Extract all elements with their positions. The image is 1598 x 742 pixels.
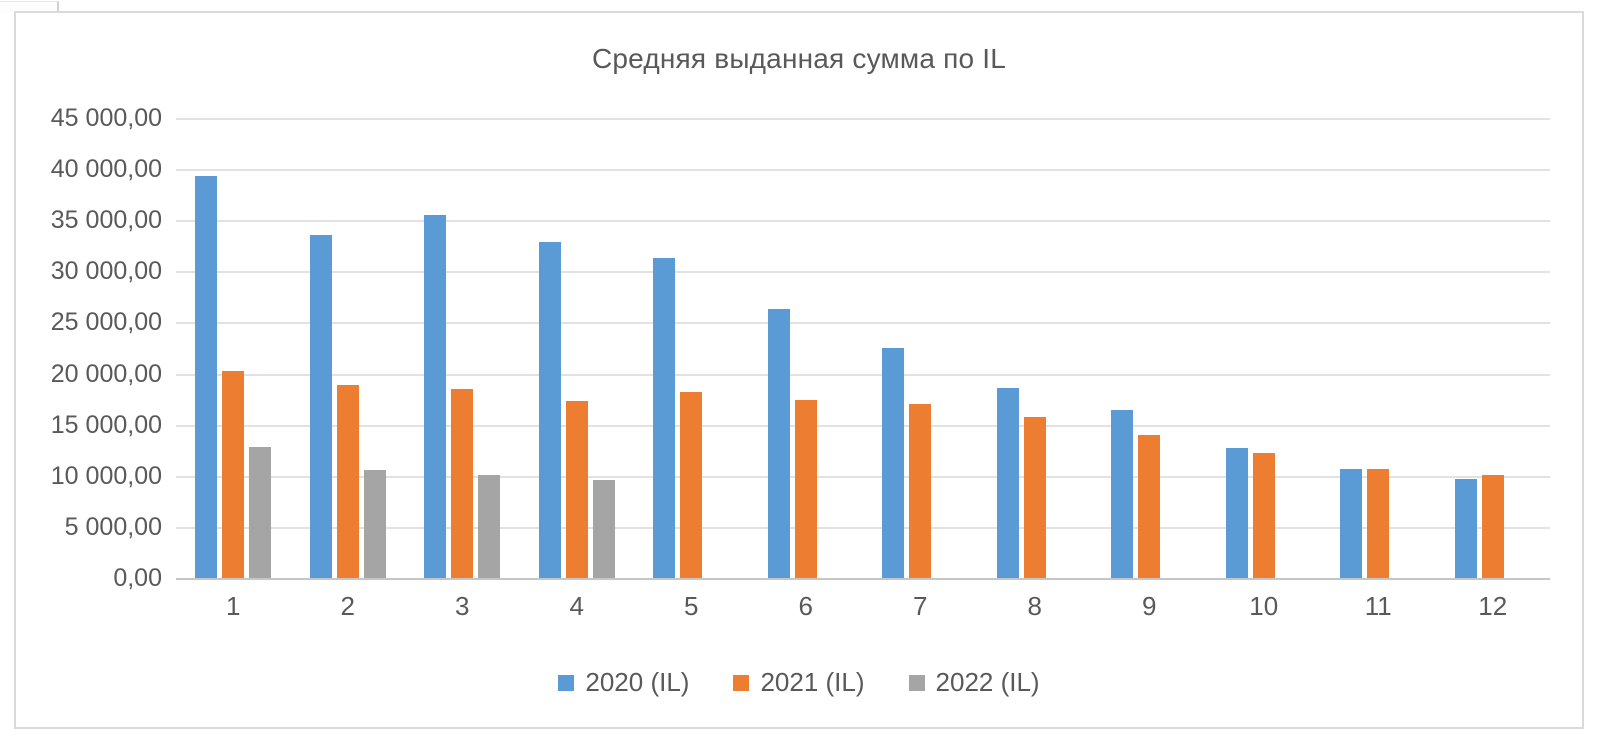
y-axis-tick-label: 35 000,00: [50, 206, 162, 235]
x-axis-tick-label-9: 9: [1142, 591, 1157, 621]
bar-group-month-4: [520, 118, 635, 578]
bar-2022IL-month-3: [478, 474, 501, 578]
bar-2021IL-month-9: [1138, 434, 1161, 578]
x-axis-tick-label-5: 5: [684, 591, 699, 621]
bar-group-month-11: [1321, 118, 1436, 578]
bar-2020IL-month-6: [767, 309, 790, 578]
bar-2021IL-month-3: [451, 388, 474, 578]
legend-swatch-icon: [558, 674, 575, 691]
bar-group-month-12: [1436, 118, 1551, 578]
x-axis-tick-label-7: 7: [913, 591, 928, 621]
bar-group-month-7: [863, 118, 978, 578]
bar-2021IL-month-7: [909, 404, 932, 578]
bar-2020IL-month-1: [195, 176, 218, 578]
y-axis-tick-label: 25 000,00: [50, 308, 162, 337]
legend-swatch-icon: [908, 674, 925, 691]
bar-2021IL-month-8: [1023, 416, 1046, 578]
y-axis-tick-label: 10 000,00: [50, 461, 162, 490]
bar-2021IL-month-1: [222, 370, 245, 578]
y-axis-tick-label: 15 000,00: [50, 410, 162, 439]
legend-item-2022IL: 2022 (IL): [908, 667, 1040, 698]
y-axis-tick-label: 45 000,00: [50, 104, 162, 132]
bar-2020IL-month-8: [996, 387, 1019, 578]
bar-2021IL-month-2: [336, 384, 359, 578]
gridline-45000: [176, 118, 1550, 120]
chart-title: Средняя выданная сумма по IL: [591, 43, 1006, 74]
x-axis-labels: 1 2 3 4 5 6 7 8 9 10 11 12: [176, 591, 1550, 622]
x-axis-line: [176, 578, 1550, 580]
y-axis-tick-label: 40 000,00: [50, 155, 162, 184]
bar-2020IL-month-12: [1454, 478, 1477, 578]
bar-group-month-2: [291, 118, 406, 578]
gridline-5000: [176, 526, 1550, 529]
bar-2021IL-month-4: [565, 401, 588, 578]
bar-2022IL-month-1: [249, 447, 272, 578]
bar-2021IL-month-10: [1252, 453, 1275, 578]
bar-group-month-5: [634, 118, 749, 578]
bar-group-month-6: [749, 118, 864, 578]
y-axis-tick-label: 30 000,00: [50, 257, 162, 286]
bar-2020IL-month-11: [1340, 469, 1363, 578]
y-axis-tick-label: 0,00: [113, 564, 162, 592]
legend-item-2021IL: 2021 (IL): [733, 667, 865, 698]
bar-group-month-10: [1207, 118, 1322, 578]
x-axis-tick-label-10: 10: [1249, 591, 1279, 621]
bar-2022IL-month-4: [592, 479, 615, 578]
legend-label: 2020 (IL): [585, 667, 690, 697]
bar-2020IL-month-5: [653, 258, 676, 578]
bar-2021IL-month-6: [794, 400, 817, 578]
spreadsheet-corner-artifact: [0, 1, 59, 14]
gridline-40000: [176, 169, 1550, 172]
x-axis-tick-label-6: 6: [798, 591, 813, 621]
plot-area: [176, 118, 1551, 580]
gridline-25000: [176, 322, 1550, 325]
gridline-20000: [176, 373, 1550, 376]
x-axis-tick-label-11: 11: [1364, 591, 1392, 621]
gridline-35000: [176, 220, 1550, 223]
x-axis-tick-label-12: 12: [1478, 591, 1508, 621]
legend-item-2020IL: 2020 (IL): [558, 667, 689, 698]
bar-group-month-8: [978, 118, 1093, 578]
bar-2020IL-month-9: [1111, 410, 1134, 578]
gridline-15000: [176, 424, 1550, 427]
gridline-10000: [176, 475, 1550, 478]
chart-frame: Средняя выданная сумма по IL 1 2 3 4 5 6 7 8 9 10…: [14, 11, 1584, 729]
bar-group-month-1: [176, 118, 291, 578]
x-axis-tick-label-3: 3: [455, 591, 470, 621]
legend-swatch-icon: [733, 674, 750, 691]
y-axis-tick-label: 5 000,00: [64, 512, 162, 541]
bar-2021IL-month-5: [680, 391, 703, 578]
bar-2020IL-month-4: [538, 241, 561, 578]
bar-2021IL-month-11: [1367, 469, 1390, 578]
bar-2022IL-month-2: [363, 469, 386, 578]
gridline-30000: [176, 271, 1550, 274]
bar-2021IL-month-12: [1481, 474, 1504, 578]
x-axis-tick-label-4: 4: [569, 591, 584, 621]
bar-2020IL-month-7: [882, 348, 905, 578]
legend-label: 2022 (IL): [935, 667, 1040, 697]
legend-label: 2021 (IL): [760, 667, 865, 697]
bar-2020IL-month-3: [424, 215, 447, 578]
x-axis-tick-label-8: 8: [1027, 591, 1042, 621]
bar-group-month-9: [1092, 118, 1207, 578]
legend: 2020 (IL) 2021 (IL) 2022 (IL): [16, 667, 1582, 698]
bar-2020IL-month-10: [1225, 448, 1248, 578]
y-axis-tick-label: 20 000,00: [50, 359, 162, 388]
bar-group-month-3: [405, 118, 520, 578]
x-axis-tick-label-1: 1: [226, 591, 241, 621]
bar-2020IL-month-2: [309, 234, 332, 578]
x-axis-tick-label-2: 2: [340, 591, 355, 621]
